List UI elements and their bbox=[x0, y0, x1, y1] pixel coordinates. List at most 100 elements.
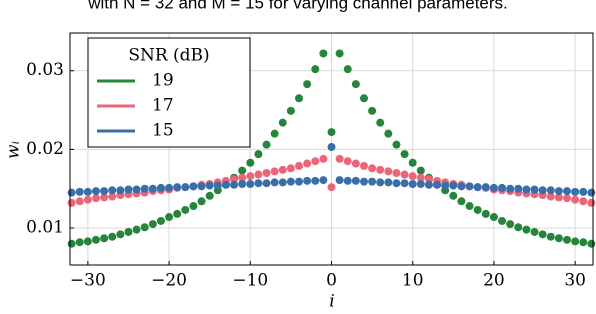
point bbox=[156, 216, 165, 225]
point bbox=[368, 177, 377, 186]
x-tick-label: −20 bbox=[151, 271, 187, 291]
point bbox=[100, 187, 109, 196]
point bbox=[295, 161, 304, 170]
point bbox=[327, 143, 336, 152]
x-tick-label: 20 bbox=[483, 271, 505, 291]
point bbox=[67, 188, 76, 197]
point bbox=[546, 186, 555, 195]
point bbox=[108, 186, 117, 195]
point bbox=[563, 187, 572, 196]
point bbox=[457, 197, 466, 206]
point bbox=[75, 197, 84, 206]
point bbox=[197, 197, 206, 206]
point bbox=[449, 181, 458, 190]
point bbox=[473, 183, 482, 192]
point bbox=[124, 185, 133, 194]
point bbox=[230, 180, 239, 189]
point bbox=[563, 194, 572, 203]
point bbox=[546, 232, 555, 241]
point bbox=[538, 230, 547, 239]
point bbox=[400, 150, 409, 159]
x-tick-label: 0 bbox=[326, 271, 337, 291]
point bbox=[424, 180, 433, 189]
point bbox=[83, 195, 92, 204]
x-axis-label: i bbox=[329, 292, 334, 312]
point bbox=[67, 239, 76, 248]
point bbox=[303, 80, 312, 89]
point bbox=[286, 177, 295, 186]
point bbox=[181, 205, 190, 214]
point bbox=[132, 185, 141, 194]
point bbox=[189, 202, 198, 211]
point bbox=[75, 238, 84, 247]
point bbox=[514, 223, 523, 232]
point bbox=[140, 223, 149, 232]
point bbox=[514, 184, 523, 193]
point bbox=[571, 187, 580, 196]
point bbox=[108, 232, 117, 241]
point bbox=[132, 225, 141, 234]
point bbox=[262, 168, 271, 177]
point bbox=[181, 183, 190, 192]
point bbox=[449, 191, 458, 200]
point bbox=[376, 178, 385, 187]
point bbox=[351, 80, 360, 89]
point bbox=[238, 179, 247, 188]
point bbox=[392, 179, 401, 188]
point bbox=[489, 183, 498, 192]
point bbox=[554, 187, 563, 196]
point bbox=[571, 237, 580, 246]
legend-label: 17 bbox=[152, 96, 174, 116]
point bbox=[400, 170, 409, 179]
y-axis-label: wᵢ bbox=[4, 141, 24, 159]
point bbox=[359, 177, 368, 186]
point bbox=[368, 106, 377, 115]
point bbox=[295, 177, 304, 186]
point bbox=[376, 165, 385, 174]
point bbox=[165, 183, 174, 192]
legend-label: 15 bbox=[152, 121, 174, 141]
point bbox=[408, 172, 417, 181]
point bbox=[489, 213, 498, 222]
point bbox=[416, 179, 425, 188]
point bbox=[116, 230, 125, 239]
legend-title: SNR (dB) bbox=[128, 46, 209, 66]
point bbox=[343, 65, 352, 74]
point bbox=[376, 118, 385, 127]
point bbox=[506, 184, 515, 193]
point bbox=[116, 186, 125, 195]
point bbox=[230, 175, 239, 184]
point bbox=[554, 193, 563, 202]
point bbox=[506, 220, 515, 229]
point bbox=[91, 235, 100, 244]
point bbox=[384, 129, 393, 138]
point bbox=[303, 159, 312, 168]
point bbox=[579, 187, 588, 196]
point bbox=[563, 235, 572, 244]
point bbox=[270, 167, 279, 176]
point bbox=[278, 178, 287, 187]
point bbox=[335, 176, 344, 185]
point bbox=[343, 157, 352, 166]
point bbox=[254, 150, 263, 159]
point bbox=[481, 183, 490, 192]
point bbox=[189, 182, 198, 191]
point bbox=[148, 184, 157, 193]
point bbox=[221, 180, 230, 189]
point bbox=[408, 179, 417, 188]
point bbox=[473, 205, 482, 214]
point bbox=[319, 49, 328, 58]
point bbox=[327, 183, 336, 192]
point bbox=[246, 158, 255, 167]
point bbox=[140, 184, 149, 193]
point bbox=[359, 94, 368, 103]
point bbox=[416, 166, 425, 175]
point bbox=[579, 197, 588, 206]
point bbox=[238, 173, 247, 182]
point bbox=[156, 183, 165, 192]
legend-label: 19 bbox=[152, 71, 174, 91]
point bbox=[554, 234, 563, 243]
point bbox=[83, 237, 92, 246]
point bbox=[205, 181, 214, 190]
